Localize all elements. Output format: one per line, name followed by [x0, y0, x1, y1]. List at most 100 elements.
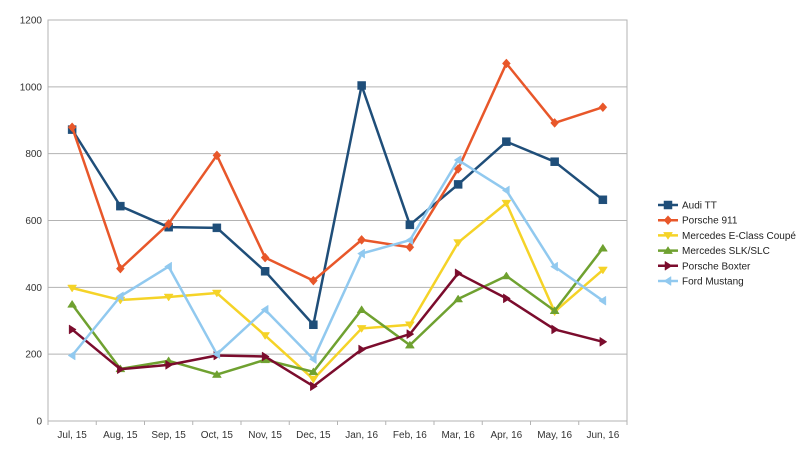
- x-tick-label: Apr, 16: [491, 430, 523, 441]
- data-point-4-11: [599, 336, 608, 347]
- data-point-4-7: [406, 329, 415, 340]
- data-point-4-0: [68, 324, 77, 335]
- data-point-4-2: [165, 359, 174, 370]
- data-point-legend-4: [664, 260, 673, 271]
- x-tick-label: Jun, 16: [586, 430, 619, 441]
- data-point-1-10: [550, 118, 559, 128]
- data-point-legend-0: [663, 200, 673, 210]
- x-axis-tick-labels: Jul, 15 Aug, 15 Sep, 15 Oct, 15 Nov, 15 Dec, …: [57, 430, 619, 441]
- series-line: [71, 158, 604, 361]
- data-point-1-7: [405, 242, 415, 253]
- legend-label: Porsche 911: [682, 216, 738, 227]
- data-point-1-3: [212, 150, 222, 161]
- x-tick-label: Nov, 15: [248, 430, 282, 441]
- data-point-4-1: [117, 364, 125, 375]
- axes: [47, 19, 628, 425]
- data-point-1-1: [116, 263, 125, 274]
- series-porsche-911: [67, 58, 608, 286]
- legend-entry: Ford Mustang: [658, 276, 744, 288]
- data-point-1-6: [357, 235, 366, 245]
- x-tick-label: Mar, 16: [441, 430, 475, 441]
- data-point-0-7: [405, 220, 415, 230]
- data-point-2-8: [453, 239, 464, 248]
- series-line: [71, 247, 604, 376]
- data-point-1-5: [309, 275, 318, 286]
- data-point-0-11: [598, 195, 608, 205]
- data-point-0-5: [309, 320, 318, 330]
- data-point-legend-2: [663, 232, 673, 240]
- data-point-0-3: [212, 223, 222, 233]
- data-point-2-11: [597, 266, 608, 275]
- series-line: [70, 62, 604, 282]
- series-audi-tt: [67, 81, 608, 330]
- data-point-4-10: [551, 324, 560, 335]
- data-point-5-11: [598, 295, 607, 306]
- data-point-4-6: [358, 344, 367, 355]
- data-point-5-1: [115, 291, 124, 302]
- data-point-5-6: [357, 248, 365, 259]
- legend: Audi TT Porsche 911 Mercedes E-Class Coupé…: [658, 201, 796, 288]
- data-point-legend-5: [663, 276, 672, 286]
- data-point-0-1: [116, 201, 125, 211]
- data-point-4-4: [261, 351, 270, 362]
- data-point-2-4: [260, 332, 271, 340]
- data-point-2-0: [67, 284, 78, 293]
- data-point-1-8: [453, 164, 463, 174]
- legend-entry: Audi TT: [658, 201, 717, 212]
- data-point-3-9: [501, 271, 512, 280]
- data-point-5-7: [405, 235, 414, 246]
- data-point-1-0: [67, 122, 77, 133]
- data-point-0-8: [453, 180, 463, 189]
- data-point-2-3: [211, 289, 222, 298]
- series-porsche-boxter: [68, 268, 608, 392]
- data-point-4-5: [310, 381, 318, 392]
- y-tick-label: 800: [25, 149, 42, 160]
- gridlines: [48, 19, 627, 422]
- x-tick-label: Jul, 15: [57, 430, 87, 441]
- data-point-2-2: [163, 293, 174, 302]
- data-point-1-2: [164, 218, 173, 229]
- data-point-3-10: [549, 306, 560, 314]
- series-ford-mustang: [67, 155, 607, 365]
- data-point-5-8: [453, 155, 462, 165]
- data-point-3-11: [597, 243, 608, 252]
- data-point-3-6: [356, 305, 367, 313]
- legend-entry: Porsche Boxter: [658, 260, 751, 272]
- legend-entry: Porsche 911: [658, 215, 738, 227]
- data-point-legend-3: [663, 246, 673, 254]
- y-tick-label: 1000: [20, 82, 43, 93]
- data-point-2-7: [404, 321, 415, 330]
- x-tick-label: May, 16: [537, 430, 572, 441]
- legend-label: Mercedes E-Class Coupé: [682, 231, 796, 242]
- x-tick-label: Jan, 16: [345, 430, 378, 441]
- y-tick-label: 0: [36, 417, 42, 428]
- data-point-3-0: [67, 299, 78, 308]
- data-point-1-4: [260, 252, 270, 263]
- series-line: [71, 84, 604, 327]
- data-point-4-9: [503, 293, 511, 304]
- y-tick-label: 400: [25, 283, 42, 294]
- x-tick-label: Oct, 15: [201, 430, 234, 441]
- series-line: [71, 272, 604, 388]
- data-point-1-9: [502, 58, 511, 69]
- series-lines: [67, 58, 608, 392]
- data-point-5-4: [260, 304, 269, 315]
- data-point-3-3: [211, 370, 222, 378]
- y-axis-tick-labels: 0 200 400 600 800 1000 1200: [20, 16, 43, 428]
- data-point-3-7: [404, 340, 415, 349]
- series-line: [71, 201, 604, 381]
- y-tick-label: 1200: [20, 16, 43, 27]
- legend-entry: Mercedes SLK/SLC: [658, 246, 770, 257]
- data-point-5-2: [164, 261, 172, 272]
- data-point-2-5: [308, 375, 319, 384]
- data-point-0-9: [502, 137, 511, 146]
- legend-label: Ford Mustang: [682, 277, 744, 288]
- data-point-3-5: [308, 367, 319, 376]
- data-point-2-9: [501, 199, 512, 208]
- data-point-5-10: [550, 261, 558, 272]
- x-tick-label: Aug, 15: [103, 430, 138, 441]
- legend-label: Mercedes SLK/SLC: [682, 246, 770, 257]
- x-tick-label: Feb, 16: [393, 430, 427, 441]
- data-point-2-6: [356, 325, 367, 333]
